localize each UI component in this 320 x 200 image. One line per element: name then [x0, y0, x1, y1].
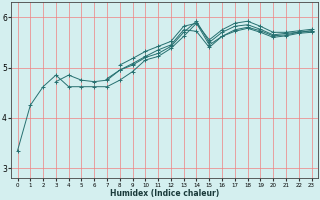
X-axis label: Humidex (Indice chaleur): Humidex (Indice chaleur)	[110, 189, 219, 198]
